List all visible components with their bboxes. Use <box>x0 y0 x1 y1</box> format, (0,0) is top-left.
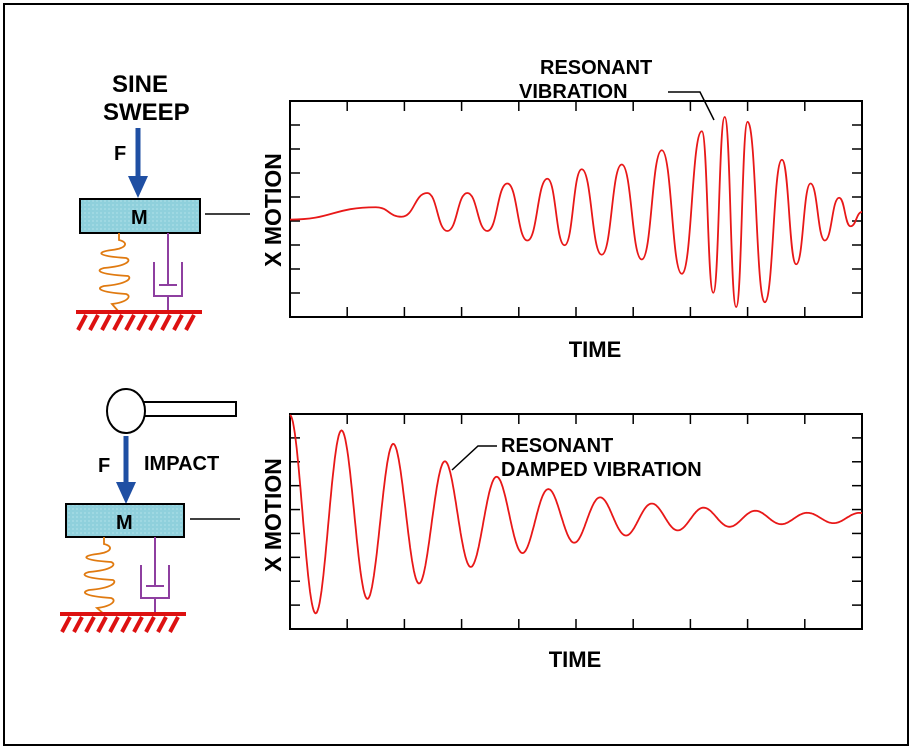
bottom-annotation-line1: RESONANT <box>501 435 613 457</box>
top-chart-signal <box>289 116 863 308</box>
bottom-chart-ylabel: X MOTION <box>260 458 286 572</box>
impact-hammer-icon <box>106 388 237 434</box>
bottom-force-label: F <box>98 455 110 477</box>
top-annotation-line2: VIBRATION <box>519 81 628 103</box>
mass-block-icon <box>79 198 201 234</box>
mass-label: M <box>131 207 148 229</box>
bottom-mass-label: M <box>116 512 133 534</box>
force-arrow-icon <box>128 128 148 198</box>
top-chart-ylabel: X MOTION <box>260 153 286 267</box>
excitation-label-sine: SINE <box>112 71 168 98</box>
top-chart-ticks <box>290 101 862 317</box>
top-panel: SINE SWEEP F M <box>76 57 863 362</box>
bottom-chart-xlabel: TIME <box>549 647 602 672</box>
bottom-force-arrow-icon <box>116 436 136 504</box>
damper-icon <box>153 233 183 312</box>
bottom-mass-block-icon <box>65 503 185 538</box>
ground-hatch-icon <box>76 310 202 331</box>
force-label: F <box>114 143 126 165</box>
bottom-annotation-line2: DAMPED VIBRATION <box>501 459 702 481</box>
top-chart-xlabel: TIME <box>569 337 622 362</box>
bottom-damper-icon <box>140 537 170 614</box>
figure-border <box>3 3 909 746</box>
bottom-chart-signal <box>289 414 863 615</box>
excitation-label-sweep: SWEEP <box>103 99 190 126</box>
bottom-annotation-leader <box>451 445 497 471</box>
bottom-spring-icon <box>83 537 116 615</box>
bottom-panel: F IMPACT M <box>60 388 863 672</box>
impact-label: IMPACT <box>144 453 219 475</box>
spring-icon <box>98 233 131 313</box>
top-annotation-line1: RESONANT <box>540 57 652 79</box>
top-annotation-leader <box>668 91 715 121</box>
bottom-ground-hatch-icon <box>60 612 186 633</box>
